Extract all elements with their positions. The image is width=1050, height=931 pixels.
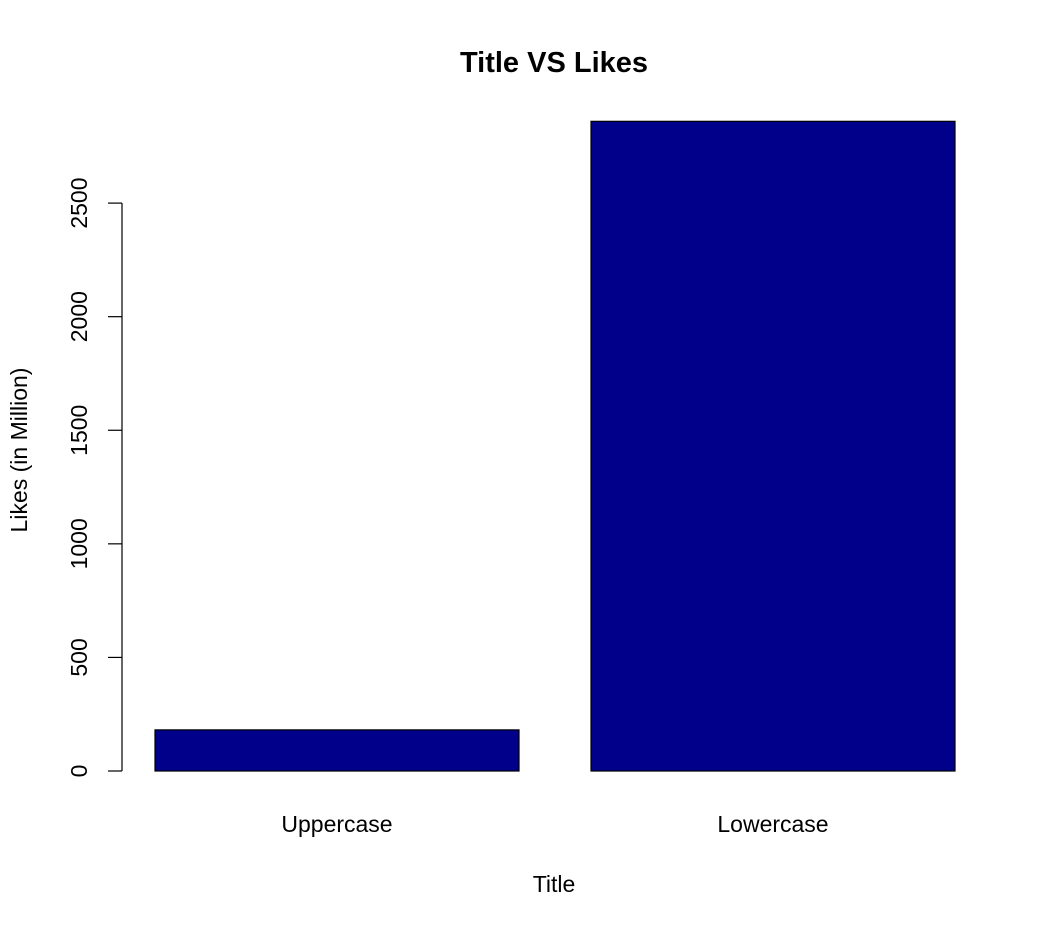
y-tick-label: 1500 [66,405,92,456]
chart-title: Title VS Likes [460,47,648,79]
bar-lowercase [590,120,956,772]
bars-group [154,120,956,772]
x-tick-labels: Uppercase Lowercase [281,811,828,837]
y-tick-label: 1000 [66,518,92,569]
x-tick-label: Uppercase [281,811,392,837]
y-tick-label: 0 [66,765,92,778]
y-axis: 0 500 1000 1500 2000 2500 [66,178,123,778]
y-axis-label: Likes (in Million) [6,368,32,533]
y-tick-label: 2500 [66,178,92,229]
y-tick-label: 2000 [66,291,92,342]
y-tick-label: 500 [66,638,92,676]
x-axis-label: Title [533,871,576,897]
x-tick-label: Lowercase [717,811,828,837]
bar-uppercase [154,729,520,772]
